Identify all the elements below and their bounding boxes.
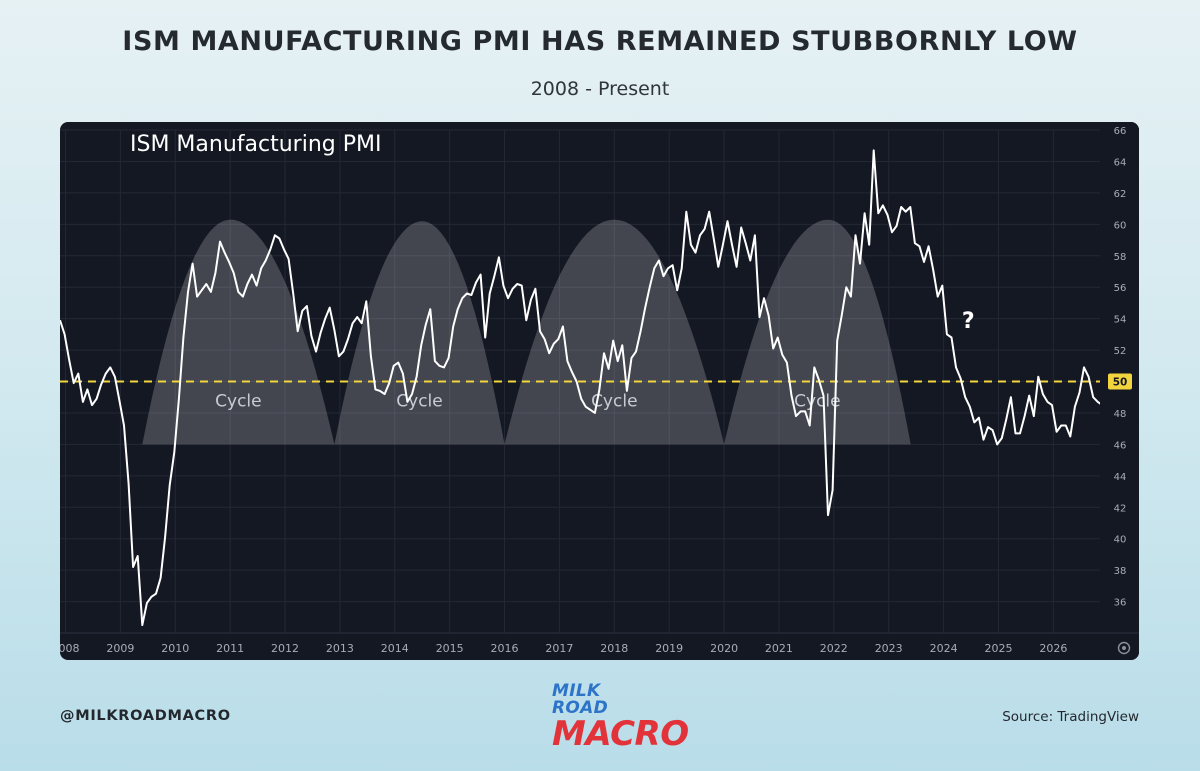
y-tick-label: 64 — [1114, 157, 1127, 168]
y-tick-label: 52 — [1114, 346, 1127, 357]
y-tick-label: 62 — [1114, 189, 1127, 200]
pmi-chart: Cycle Cycle Cycle Cycle 36 38 40 42 44 46 48 52 54 56… — [60, 122, 1139, 660]
x-tick-label: 2008 — [60, 642, 80, 655]
pmi-series-line — [60, 149, 1108, 627]
x-tick-label: 2026 — [1039, 642, 1067, 655]
cycle-label-1: Cycle — [215, 392, 261, 412]
y-tick-label: 60 — [1114, 220, 1127, 231]
x-tick-label: 2024 — [930, 642, 958, 655]
y-tick-label: 38 — [1114, 566, 1127, 577]
gear-inner — [1122, 646, 1126, 650]
y-tick-label: 42 — [1114, 503, 1127, 514]
social-handle: @MILKROADMACRO — [60, 708, 231, 724]
y-tick-label: 40 — [1114, 535, 1127, 546]
y-axis-strip — [1100, 122, 1139, 660]
x-axis: 2008 2009 2010 2011 2012 2013 2014 2015 2016 2017… — [60, 642, 1067, 655]
x-tick-label: 2018 — [600, 642, 628, 655]
milk-road-macro-logo: MILK ROAD MACRO — [552, 681, 689, 754]
threshold-badge-label: 50 — [1113, 377, 1128, 389]
source-credit: Source: TradingView — [1002, 709, 1139, 725]
gear-outer — [1117, 641, 1131, 655]
y-tick-label: 58 — [1114, 252, 1127, 263]
cycle-hump-4 — [724, 219, 911, 445]
x-tick-label: 2019 — [655, 642, 683, 655]
x-tick-label: 2025 — [985, 642, 1013, 655]
chart-title: ISM Manufacturing PMI — [130, 132, 381, 157]
x-tick-label: 2009 — [106, 642, 134, 655]
y-tick-label: 44 — [1114, 472, 1127, 483]
cycle-label-4: Cycle — [794, 392, 840, 412]
y-tick-label: 56 — [1114, 283, 1127, 294]
y-tick-label: 48 — [1114, 409, 1127, 420]
logo-line-2: MACRO — [552, 714, 689, 754]
logo-line-1: MILK ROAD — [552, 681, 609, 718]
threshold-badge: 50 — [1108, 373, 1132, 390]
x-tick-label: 2013 — [326, 642, 354, 655]
cycle-hump-2 — [334, 221, 505, 445]
x-tick-label: 2021 — [765, 642, 793, 655]
page-title: ISM MANUFACTURING PMI HAS REMAINED STUBB… — [122, 26, 1078, 57]
cycle-hump-3 — [504, 219, 725, 445]
y-tick-label: 54 — [1114, 315, 1127, 326]
x-tick-label: 2014 — [381, 642, 409, 655]
y-tick-label: 36 — [1114, 598, 1127, 609]
y-tick-label: 46 — [1114, 440, 1127, 451]
x-tick-label: 2011 — [216, 642, 244, 655]
cycle-label-2: Cycle — [396, 392, 442, 412]
page-subtitle: 2008 - Present — [530, 78, 670, 100]
y-tick-label: 66 — [1114, 126, 1127, 137]
x-tick-label: 2017 — [545, 642, 573, 655]
x-tick-label: 2022 — [820, 642, 848, 655]
settings-gear-icon — [1117, 641, 1131, 655]
cycle-label-3: Cycle — [591, 392, 637, 412]
x-tick-label: 2010 — [161, 642, 189, 655]
x-tick-label: 2023 — [875, 642, 903, 655]
y-axis: 36 38 40 42 44 46 48 52 54 56 58 60 62 64 66 — [1114, 126, 1127, 609]
x-tick-label: 2015 — [436, 642, 464, 655]
x-tick-label: 2020 — [710, 642, 738, 655]
x-tick-label: 2016 — [491, 642, 519, 655]
question-annotation: ? — [962, 309, 975, 334]
x-tick-label: 2012 — [271, 642, 299, 655]
cycle-humps: Cycle Cycle Cycle Cycle — [142, 219, 911, 445]
threshold-badge-bg — [1108, 373, 1132, 390]
chart-panel: Cycle Cycle Cycle Cycle 36 38 40 42 44 46 48 52 54 56… — [60, 122, 1139, 660]
